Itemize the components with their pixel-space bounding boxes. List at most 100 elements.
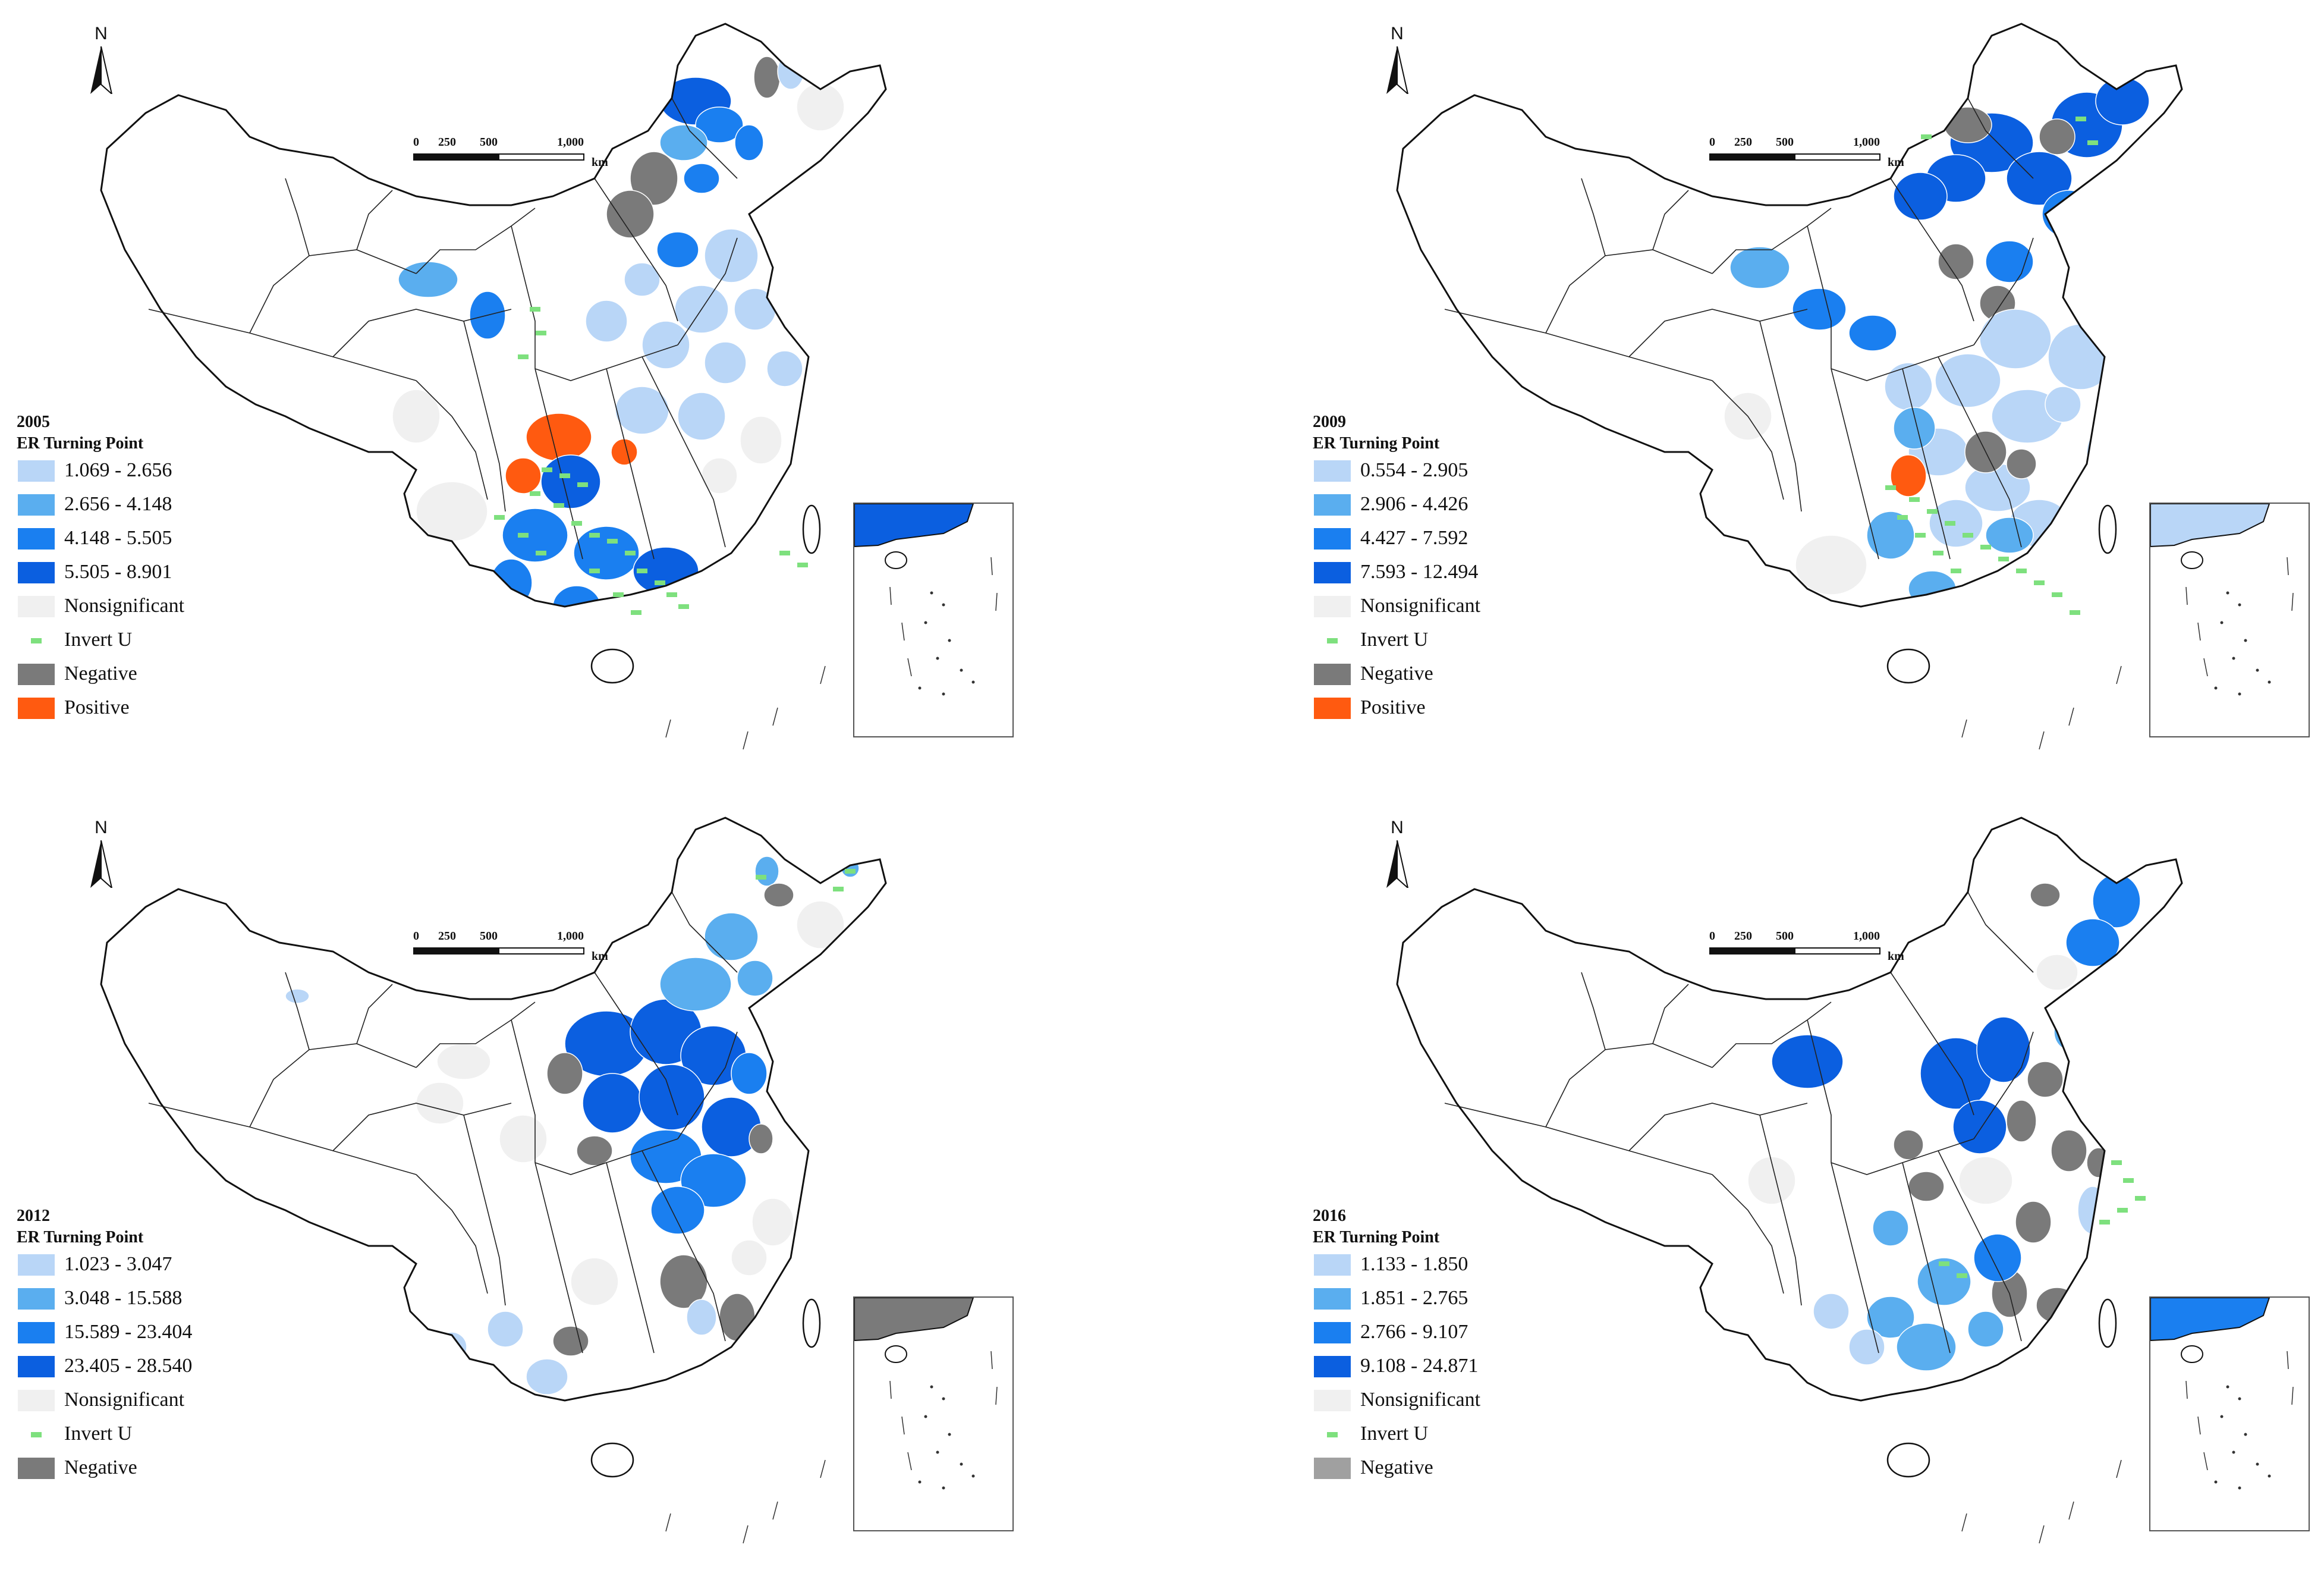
region-class3	[1792, 288, 1847, 331]
legend-item: Negative	[17, 1452, 143, 1486]
invert-u-marker	[655, 580, 665, 585]
scale-bar-white	[498, 153, 584, 161]
region-class1	[1979, 309, 2052, 369]
inset-map	[2150, 1298, 2294, 1490]
province-border	[463, 1114, 506, 1306]
region-nonsignificant	[416, 481, 488, 542]
country-outline	[1396, 817, 2183, 1402]
legend-label: 5.505 - 8.901	[64, 561, 172, 583]
scale-bar-black	[413, 153, 499, 161]
legend-swatch	[1314, 494, 1351, 516]
region-negative	[2006, 1100, 2037, 1142]
region-nonsignificant	[796, 900, 845, 949]
invert-u-marker	[2034, 580, 2045, 585]
legend-item: Nonsignificant	[1313, 590, 1480, 624]
province-border	[416, 208, 536, 274]
legend-item: 2.656 - 4.148	[17, 488, 172, 522]
scale-tick-label: 250	[438, 136, 456, 149]
region-positive	[611, 438, 638, 466]
hainan-island	[590, 648, 634, 684]
island-dot	[2256, 1462, 2259, 1466]
map-panel-2005: N 0 250 500 1,000 km 2005 ER Turning Point 1.069…	[0, 0, 1159, 779]
province-border	[1628, 1103, 1808, 1151]
invert-u-marker	[1945, 521, 1955, 526]
legend-label: 23.405 - 28.540	[64, 1355, 193, 1377]
invert-u-marker	[631, 610, 641, 615]
province-border	[1967, 98, 2034, 179]
province-border	[332, 309, 512, 357]
region-class1	[686, 1299, 717, 1336]
legend-item: 4.148 - 5.505	[17, 522, 172, 556]
legend-swatch	[18, 1424, 55, 1445]
legend-item: 5.505 - 8.901	[17, 556, 172, 590]
legend-item: 1.851 - 2.765	[1313, 1282, 1468, 1316]
island-dot	[2220, 621, 2224, 624]
region-class2	[659, 124, 708, 161]
legend-item: Invert U	[17, 1418, 143, 1452]
legend-swatch	[1314, 1322, 1351, 1343]
region-nonsignificant	[751, 1198, 794, 1247]
region-positive	[1890, 454, 1927, 497]
region-positive	[505, 457, 542, 494]
scale-tick-label: 250	[438, 930, 456, 943]
island-dot	[2226, 591, 2229, 595]
province-border	[606, 368, 655, 560]
province-border	[1973, 1031, 2034, 1139]
region-class3	[2092, 169, 2141, 224]
invert-u-marker	[1939, 1261, 1949, 1266]
region-class3	[683, 163, 720, 194]
region-class2	[2053, 1013, 2084, 1050]
legend-label: Positive	[1360, 696, 1426, 718]
province-border	[511, 225, 536, 369]
legend-label: 15.589 - 23.404	[64, 1321, 193, 1343]
region-class1	[526, 1358, 568, 1395]
hainan-island	[1886, 648, 1930, 684]
invert-u-marker	[1957, 1273, 1967, 1278]
south-china-sea-inset	[853, 1296, 1014, 1531]
island-dot	[930, 1385, 933, 1389]
province-border	[534, 368, 583, 560]
island-dot	[2238, 603, 2241, 607]
legend-swatch	[1314, 562, 1351, 583]
scale-bar-black	[1709, 947, 1795, 955]
region-class1	[285, 988, 310, 1004]
legend-swatch	[18, 562, 55, 583]
region-class3	[2065, 918, 2120, 967]
legend-swatch	[18, 630, 55, 651]
region-class1	[704, 341, 747, 384]
region-class1	[2086, 425, 2135, 479]
invert-u-marker	[530, 307, 540, 312]
invert-u-marker	[530, 491, 540, 496]
legend-swatch	[18, 1356, 55, 1377]
province-border	[285, 972, 310, 1050]
invert-u-marker	[2117, 1208, 2128, 1213]
legend-label: Invert U	[64, 629, 133, 651]
region-nonsignificant	[499, 1114, 548, 1163]
legend-label: Negative	[64, 663, 137, 685]
legend-label: Invert U	[1360, 1423, 1429, 1445]
legend-item: 3.048 - 15.588	[17, 1282, 182, 1316]
legend-label: Negative	[1360, 663, 1433, 685]
legend-label: 1.069 - 2.656	[64, 459, 172, 481]
region-class1	[1935, 353, 2001, 408]
region-positive	[526, 413, 592, 461]
legend-item: 2.906 - 4.426	[1313, 488, 1468, 522]
region-class2	[704, 912, 759, 961]
legend-item: Negative	[1313, 1452, 1439, 1486]
legend-label: 1.023 - 3.047	[64, 1253, 172, 1275]
scale-tick-label: 500	[480, 136, 498, 149]
region-class3	[1985, 240, 2034, 283]
invert-u-marker	[2111, 1160, 2122, 1165]
region-negative	[749, 1123, 773, 1154]
legend-swatch	[1314, 1356, 1351, 1377]
scale-unit: km	[592, 950, 608, 963]
province-border	[1890, 178, 1974, 322]
region-nonsignificant	[740, 416, 782, 464]
region-class3	[731, 1052, 768, 1095]
province-border	[285, 178, 310, 256]
region-negative	[1938, 243, 1974, 280]
legend-swatch	[1314, 664, 1351, 685]
region-negative	[2015, 1201, 2052, 1244]
region-class3	[695, 106, 744, 143]
north-arrow-icon	[1386, 46, 1409, 94]
